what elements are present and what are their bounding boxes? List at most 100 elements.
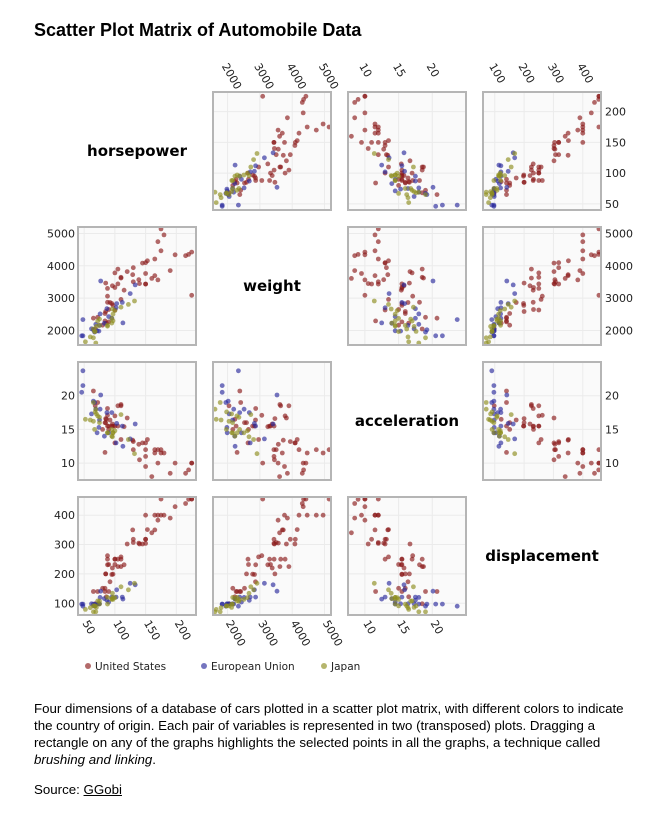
data-point-united-states [349, 133, 354, 139]
panel-displacement-vs-horsepower[interactable] [77, 496, 197, 616]
data-point-european-union [114, 587, 120, 593]
data-point-japan [423, 192, 428, 198]
data-point-united-states [260, 460, 266, 466]
data-point-united-states [102, 311, 108, 316]
data-point-japan [92, 427, 97, 432]
data-point-united-states [299, 100, 305, 105]
panel-displacement-vs-weight[interactable] [212, 496, 332, 616]
data-point-united-states [580, 450, 586, 456]
data-point-european-union [80, 368, 86, 374]
data-point-european-union [512, 436, 518, 442]
data-point-united-states [143, 281, 149, 287]
data-point-united-states [355, 496, 361, 502]
data-point-united-states [105, 406, 110, 411]
data-point-united-states [375, 281, 381, 287]
data-point-united-states [562, 276, 568, 281]
data-point-european-union [498, 440, 504, 446]
data-point-united-states [552, 277, 558, 283]
data-point-united-states [539, 178, 545, 183]
scatter-plot-matrix[interactable]: horsepower weight acceleration displacement… [0, 0, 660, 690]
data-point-japan [423, 335, 428, 341]
panel-acceleration-vs-horsepower[interactable] [77, 361, 197, 481]
data-point-japan [413, 329, 419, 334]
data-point-japan [486, 200, 491, 206]
panel-acceleration-vs-displacement[interactable] [482, 361, 602, 481]
panel-weight-vs-horsepower[interactable] [77, 226, 197, 346]
data-point-united-states [596, 467, 602, 473]
panel-horsepower-vs-displacement[interactable] [482, 91, 602, 211]
data-point-united-states [530, 287, 536, 293]
data-point-united-states [538, 437, 544, 442]
data-point-european-union [416, 185, 422, 191]
data-point-united-states [529, 164, 534, 170]
data-point-united-states [365, 146, 371, 151]
data-point-united-states [124, 415, 130, 421]
data-point-japan [508, 304, 514, 310]
data-point-united-states [107, 579, 113, 585]
data-point-european-union [416, 321, 422, 327]
data-point-japan [83, 607, 88, 612]
panel-displacement-vs-acceleration[interactable] [347, 496, 467, 616]
data-point-united-states [271, 140, 277, 145]
data-point-european-union [392, 188, 398, 194]
data-point-japan [411, 164, 416, 170]
data-point-united-states [375, 512, 381, 518]
legend-marker [321, 663, 327, 669]
data-point-united-states [149, 474, 155, 479]
data-point-european-union [119, 594, 125, 600]
data-point-japan [388, 306, 394, 312]
data-point-european-union [219, 202, 225, 208]
data-point-united-states [372, 527, 378, 533]
panel-border [212, 496, 332, 616]
data-point-united-states [115, 281, 121, 287]
data-point-united-states [352, 253, 358, 259]
data-point-united-states [280, 152, 286, 158]
panel-acceleration-vs-weight[interactable] [212, 361, 332, 481]
panel-horsepower-vs-weight[interactable] [212, 91, 332, 211]
data-point-united-states [504, 192, 509, 198]
panel-weight-vs-displacement[interactable] [482, 226, 602, 346]
data-point-united-states [386, 554, 391, 560]
data-point-united-states [566, 258, 571, 264]
legend-item-united-states: United States [85, 661, 166, 673]
data-point-european-union [401, 582, 407, 588]
data-point-united-states [320, 121, 326, 127]
data-point-japan [245, 428, 250, 434]
data-point-japan [386, 157, 391, 163]
panel-horsepower-vs-acceleration[interactable] [347, 91, 467, 211]
data-point-japan [396, 603, 401, 609]
data-point-japan [406, 200, 412, 206]
diagonal-label-horsepower: horsepower [87, 142, 188, 160]
data-point-united-states [118, 275, 124, 281]
data-point-japan [91, 418, 96, 424]
data-point-united-states [292, 536, 298, 542]
data-point-united-states [551, 269, 557, 274]
data-point-united-states [271, 447, 277, 453]
panel-weight-vs-acceleration[interactable] [347, 226, 467, 346]
tick-label-left-displacement: 100 [54, 597, 75, 610]
panel-border [482, 91, 602, 211]
tick-label-right-horsepower: 150 [605, 136, 626, 149]
data-point-european-union [96, 328, 102, 334]
data-point-united-states [103, 571, 109, 577]
data-point-united-states [372, 273, 378, 279]
data-point-united-states [282, 512, 287, 518]
tick-label-right-weight: 3000 [605, 292, 633, 305]
data-point-japan [498, 322, 503, 328]
source-link[interactable]: GGobi [83, 782, 122, 797]
data-point-united-states [304, 512, 310, 518]
data-point-united-states [530, 424, 536, 430]
data-point-united-states [136, 540, 142, 546]
tick-label-bottom-horsepower: 100 [110, 618, 132, 643]
data-point-european-union [386, 580, 392, 586]
tick-label-left-acceleration: 20 [61, 390, 75, 403]
data-point-united-states [269, 565, 275, 571]
data-point-united-states [565, 437, 571, 443]
data-point-european-union [440, 601, 445, 607]
data-point-united-states [282, 556, 288, 562]
data-point-united-states [562, 133, 568, 139]
data-point-united-states [136, 277, 142, 283]
data-point-japan [508, 164, 514, 170]
data-point-united-states [507, 322, 513, 328]
data-point-united-states [381, 277, 387, 283]
